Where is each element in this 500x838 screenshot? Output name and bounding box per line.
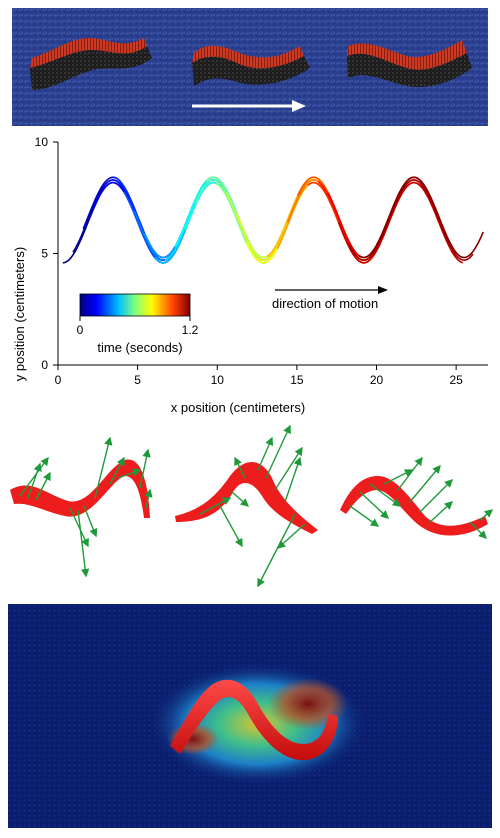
trajectory-snapshot-line: [184, 181, 311, 264]
force-arrows-3: [349, 456, 494, 539]
y-tick-label: 0: [41, 358, 48, 372]
granular-heatmap: [8, 604, 492, 828]
snapshot-2: [192, 45, 310, 86]
motion-arrow: [192, 100, 306, 112]
trajectory-snapshot-line: [72, 179, 198, 261]
y-tick-label: 5: [41, 247, 48, 261]
trajectory-snapshot-line: [348, 179, 474, 262]
x-tick-label: 5: [134, 373, 141, 387]
force-arrows-2: [199, 424, 306, 588]
trajectory-snapshot-line: [102, 179, 229, 262]
body-snapshot-1: [10, 436, 153, 578]
trajectory-snapshot-line: [235, 176, 362, 259]
colorbar-max-label: 1.2: [182, 323, 199, 337]
colorbar: 0 1.2 time (seconds): [77, 293, 199, 355]
body-snapshot-2: [175, 424, 318, 588]
x-tick-label: 25: [449, 373, 463, 387]
snapshot-3: [347, 40, 472, 88]
trajectory-snapshot-line: [337, 181, 464, 264]
simulation-snapshots: [12, 8, 488, 126]
heatmap-panel: [8, 604, 492, 828]
trajectory-snapshot-line: [358, 176, 484, 259]
simulation-snapshots-panel: [12, 8, 488, 126]
x-tick-label: 10: [211, 373, 225, 387]
kinematics-chart-panel: 0 5 10 15 20 25 0 5 10 x position (centimeters)…: [0, 128, 500, 418]
colorbar-gradient: [79, 293, 191, 317]
direction-label: direction of motion: [272, 296, 378, 311]
force-vectors-panel: [0, 418, 500, 596]
snapshot-1: [30, 38, 152, 90]
trajectory-snapshot-line: [266, 176, 393, 259]
direction-annotation: direction of motion: [272, 286, 388, 311]
y-ticks: 0 5 10: [35, 135, 58, 372]
x-tick-label: 15: [290, 373, 304, 387]
trajectory-snapshot-line: [307, 181, 433, 264]
trajectory-snapshot-line: [215, 181, 341, 264]
body-snapshot-3: [340, 456, 494, 539]
x-tick-label: 20: [370, 373, 384, 387]
y-tick-label: 10: [35, 135, 49, 149]
force-arrows-1: [19, 436, 153, 578]
colorbar-title: time (seconds): [97, 340, 182, 355]
y-axis-label: y position (centimeters): [12, 247, 27, 381]
kinematics-chart: 0 5 10 15 20 25 0 5 10 x position (centimeters)…: [12, 135, 488, 415]
heatmap-body: [170, 679, 338, 761]
x-axis-label: x position (centimeters): [171, 400, 305, 415]
trajectory-curves: [62, 176, 484, 264]
trajectory-snapshot-line: [256, 179, 382, 262]
colorbar-min-label: 0: [77, 323, 84, 337]
force-vectors: [10, 424, 494, 588]
x-tick-label: 0: [55, 373, 62, 387]
x-ticks: 0 5 10 15 20 25: [55, 365, 463, 387]
plot-axes: 0 5 10 15 20 25 0 5 10: [35, 135, 488, 387]
